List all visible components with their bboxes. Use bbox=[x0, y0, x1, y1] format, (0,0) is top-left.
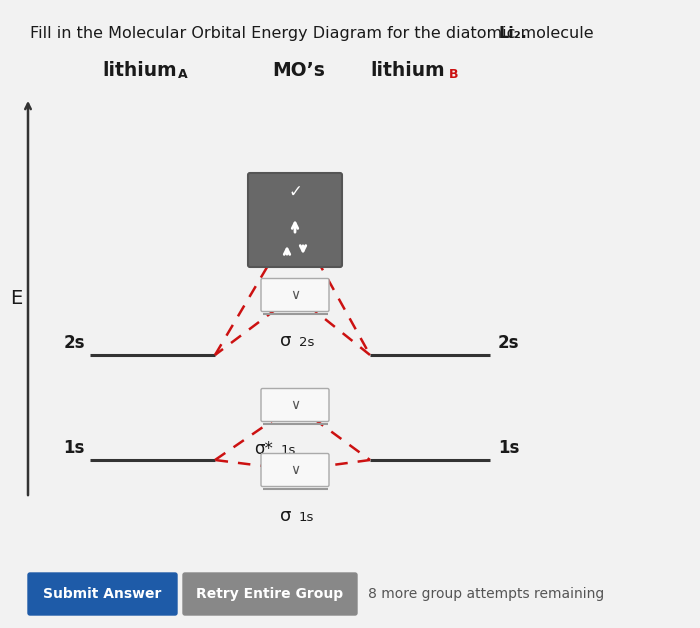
FancyBboxPatch shape bbox=[28, 573, 177, 615]
Text: 1s: 1s bbox=[281, 444, 296, 457]
Text: B: B bbox=[449, 68, 458, 81]
FancyBboxPatch shape bbox=[248, 173, 342, 267]
Text: 2s: 2s bbox=[498, 334, 519, 352]
FancyBboxPatch shape bbox=[261, 278, 329, 311]
FancyBboxPatch shape bbox=[183, 573, 357, 615]
Text: MO’s: MO’s bbox=[272, 61, 325, 80]
Text: 2s: 2s bbox=[299, 336, 314, 349]
Text: σ*: σ* bbox=[254, 440, 273, 458]
Text: ∨: ∨ bbox=[290, 288, 300, 302]
FancyBboxPatch shape bbox=[261, 453, 329, 487]
Text: ∨: ∨ bbox=[290, 398, 300, 412]
Text: A: A bbox=[178, 68, 188, 81]
FancyBboxPatch shape bbox=[261, 389, 329, 421]
Text: 8 more group attempts remaining: 8 more group attempts remaining bbox=[368, 587, 604, 601]
Text: Submit Answer: Submit Answer bbox=[43, 587, 162, 601]
Text: lithium: lithium bbox=[102, 61, 176, 80]
Text: ∨: ∨ bbox=[290, 463, 300, 477]
Text: Retry Entire Group: Retry Entire Group bbox=[197, 587, 344, 601]
Text: 1s: 1s bbox=[299, 511, 314, 524]
Text: σ: σ bbox=[279, 507, 291, 525]
Text: σ: σ bbox=[279, 332, 291, 350]
Text: lithium: lithium bbox=[370, 61, 444, 80]
Text: 1s: 1s bbox=[64, 439, 85, 457]
Text: 2s: 2s bbox=[64, 334, 85, 352]
Text: 1s: 1s bbox=[498, 439, 519, 457]
Text: E: E bbox=[10, 288, 22, 308]
Text: Fill in the Molecular Orbital Energy Diagram for the diatomic molecule: Fill in the Molecular Orbital Energy Dia… bbox=[30, 26, 598, 41]
Text: ✓: ✓ bbox=[288, 183, 302, 201]
Text: Li₂.: Li₂. bbox=[498, 26, 527, 41]
